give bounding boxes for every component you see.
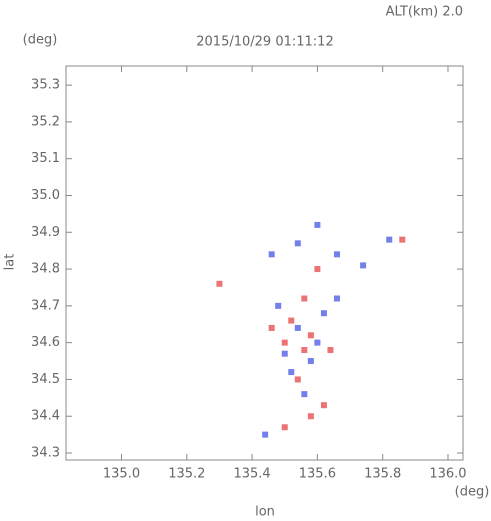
x-tick-label: 135.8 <box>364 467 401 482</box>
point <box>320 402 327 409</box>
point <box>314 266 321 273</box>
x-tick-label: 136.0 <box>429 467 466 482</box>
point <box>281 339 288 346</box>
point <box>294 376 301 383</box>
point <box>288 317 295 324</box>
point <box>281 424 288 431</box>
point <box>327 347 334 354</box>
point <box>333 251 340 258</box>
y-tick-label: 34.5 <box>31 372 60 387</box>
chart-subtitle: ALT(km) 2.0 <box>386 5 463 20</box>
y-tick-label: 34.3 <box>31 446 60 461</box>
point <box>399 236 406 243</box>
y-tick-label: 35.0 <box>31 188 60 203</box>
y-axis-label: lat <box>3 254 18 271</box>
point <box>294 240 301 247</box>
point <box>301 295 308 302</box>
point <box>268 251 275 258</box>
x-tick-label: 135.2 <box>168 467 205 482</box>
point <box>320 310 327 317</box>
point <box>262 431 269 438</box>
y-tick-label: 34.7 <box>31 298 60 313</box>
point <box>314 339 321 346</box>
y-tick-label: 35.2 <box>31 114 60 129</box>
y-tick-label: 34.4 <box>31 409 60 424</box>
x-unit: (deg) <box>455 485 490 500</box>
point <box>216 280 223 287</box>
point <box>294 324 301 331</box>
plot-frame <box>65 65 464 461</box>
point <box>301 391 308 398</box>
point <box>360 262 367 269</box>
point <box>333 295 340 302</box>
y-tick-label: 35.3 <box>31 78 60 93</box>
point <box>281 350 288 357</box>
y-tick-label: 34.9 <box>31 225 60 240</box>
point <box>307 332 314 339</box>
x-axis-label: lon <box>255 505 275 520</box>
point <box>275 302 282 309</box>
y-tick-label: 34.8 <box>31 262 60 277</box>
chart-title: 2015/10/29 01:11:12 <box>196 35 333 50</box>
x-tick-label: 135.4 <box>233 467 270 482</box>
y-unit: (deg) <box>23 33 58 48</box>
point <box>307 413 314 420</box>
point <box>301 347 308 354</box>
point <box>307 358 314 365</box>
y-tick-label: 34.6 <box>31 335 60 350</box>
point <box>386 236 393 243</box>
x-tick-label: 135.6 <box>299 467 336 482</box>
point <box>268 324 275 331</box>
point <box>288 369 295 376</box>
point <box>314 221 321 228</box>
y-tick-label: 35.1 <box>31 151 60 166</box>
x-tick-label: 135.0 <box>103 467 140 482</box>
